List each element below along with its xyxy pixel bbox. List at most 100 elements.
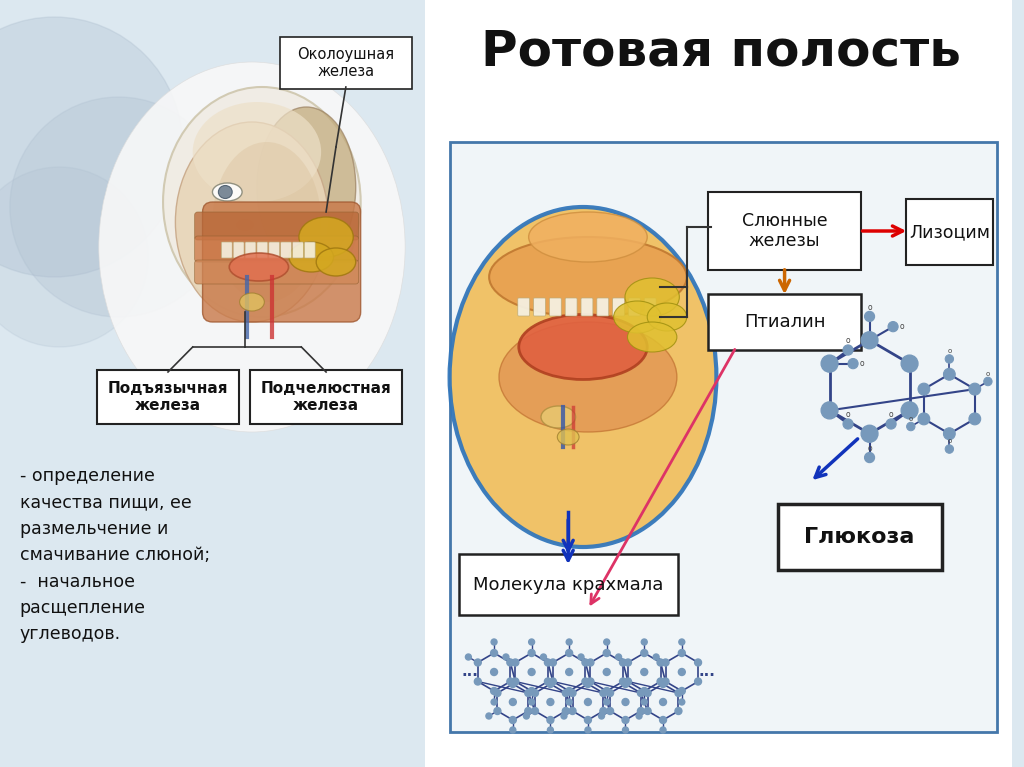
Circle shape <box>604 639 609 645</box>
Circle shape <box>492 699 497 705</box>
Circle shape <box>0 17 183 277</box>
FancyBboxPatch shape <box>281 242 292 258</box>
Text: o: o <box>947 439 951 444</box>
FancyBboxPatch shape <box>534 298 546 316</box>
Ellipse shape <box>489 237 687 317</box>
Ellipse shape <box>257 107 355 267</box>
FancyBboxPatch shape <box>550 298 561 316</box>
Circle shape <box>509 699 516 706</box>
Circle shape <box>901 402 918 419</box>
FancyBboxPatch shape <box>425 0 1012 767</box>
Ellipse shape <box>237 219 254 231</box>
Circle shape <box>843 345 853 355</box>
Circle shape <box>636 713 642 719</box>
Text: Слюнные
железы: Слюнные железы <box>741 212 827 250</box>
Text: Подъязычная
железа: Подъязычная железа <box>108 380 228 413</box>
Circle shape <box>861 425 878 443</box>
Text: Лизоцим: Лизоцим <box>909 223 990 241</box>
Circle shape <box>984 377 992 386</box>
Circle shape <box>494 690 501 696</box>
Circle shape <box>541 654 547 660</box>
FancyBboxPatch shape <box>221 242 232 258</box>
Circle shape <box>466 654 471 660</box>
Circle shape <box>821 355 838 372</box>
Ellipse shape <box>299 217 353 257</box>
FancyBboxPatch shape <box>280 37 412 89</box>
Circle shape <box>679 699 685 705</box>
Text: Молекула крахмала: Молекула крахмала <box>473 576 664 594</box>
Ellipse shape <box>193 102 322 202</box>
Ellipse shape <box>541 406 575 428</box>
Circle shape <box>657 678 664 685</box>
Ellipse shape <box>450 207 717 547</box>
FancyBboxPatch shape <box>597 298 608 316</box>
Circle shape <box>943 368 955 380</box>
FancyBboxPatch shape <box>0 0 425 767</box>
Circle shape <box>599 713 604 719</box>
Circle shape <box>524 707 531 715</box>
Circle shape <box>625 659 632 666</box>
Circle shape <box>659 716 667 723</box>
Circle shape <box>659 680 667 687</box>
Text: Глюкоза: Глюкоза <box>805 527 914 547</box>
Circle shape <box>545 659 551 666</box>
Circle shape <box>486 713 492 719</box>
Circle shape <box>644 690 651 696</box>
Circle shape <box>861 332 878 349</box>
Circle shape <box>848 358 858 369</box>
Circle shape <box>623 727 629 733</box>
Circle shape <box>10 97 227 317</box>
FancyBboxPatch shape <box>195 260 358 284</box>
Circle shape <box>945 445 953 453</box>
Text: o: o <box>846 336 850 345</box>
Circle shape <box>694 678 701 685</box>
Circle shape <box>550 659 556 666</box>
Circle shape <box>679 639 685 645</box>
Ellipse shape <box>613 301 662 333</box>
Circle shape <box>637 707 644 715</box>
Circle shape <box>490 650 498 657</box>
Ellipse shape <box>229 253 289 281</box>
Text: Подчелюстная
железа: Подчелюстная железа <box>261 380 391 413</box>
FancyBboxPatch shape <box>195 236 358 262</box>
Circle shape <box>490 669 498 676</box>
Circle shape <box>641 687 648 694</box>
Circle shape <box>528 650 536 657</box>
Circle shape <box>906 423 915 431</box>
Circle shape <box>0 167 148 347</box>
Circle shape <box>565 650 572 657</box>
Circle shape <box>562 690 569 696</box>
Circle shape <box>561 713 567 719</box>
Circle shape <box>659 699 667 706</box>
Text: Околоушная
железа: Околоушная железа <box>297 47 394 79</box>
Circle shape <box>562 707 569 715</box>
Text: o: o <box>867 303 871 311</box>
Circle shape <box>528 699 535 705</box>
Circle shape <box>641 639 647 645</box>
Circle shape <box>901 355 918 372</box>
Circle shape <box>503 654 509 660</box>
Text: o: o <box>986 370 990 377</box>
Circle shape <box>641 699 647 705</box>
Circle shape <box>569 707 575 715</box>
Text: o: o <box>899 322 904 331</box>
FancyBboxPatch shape <box>709 294 860 350</box>
Circle shape <box>565 669 572 676</box>
Text: o: o <box>846 410 850 419</box>
Circle shape <box>528 639 535 645</box>
Circle shape <box>548 727 553 733</box>
FancyBboxPatch shape <box>195 212 358 240</box>
Circle shape <box>523 713 529 719</box>
Circle shape <box>579 654 584 660</box>
Circle shape <box>622 716 629 723</box>
FancyBboxPatch shape <box>203 202 360 322</box>
Ellipse shape <box>499 322 677 432</box>
Circle shape <box>969 413 981 425</box>
Circle shape <box>603 650 610 657</box>
FancyBboxPatch shape <box>97 370 240 424</box>
Circle shape <box>663 678 669 685</box>
Circle shape <box>615 654 622 660</box>
Circle shape <box>524 690 531 696</box>
Circle shape <box>545 678 551 685</box>
Circle shape <box>969 384 981 395</box>
